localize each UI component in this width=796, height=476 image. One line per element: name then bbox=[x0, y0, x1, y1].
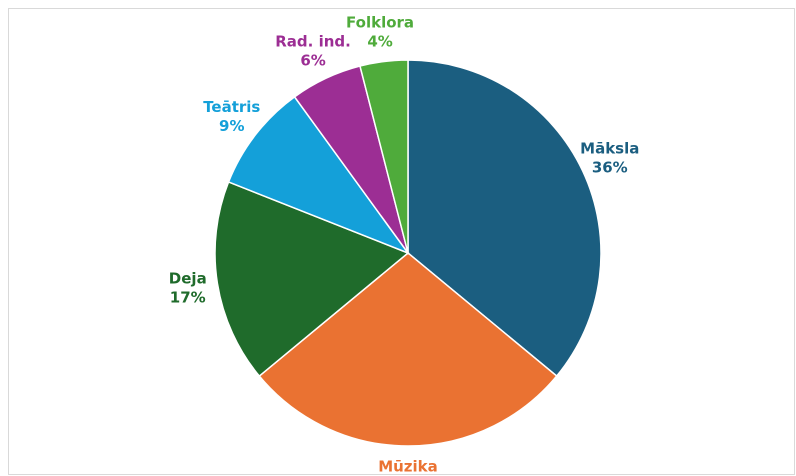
slice-value-label: 6% bbox=[300, 52, 325, 70]
pie-slice bbox=[227, 95, 411, 255]
pie-slice bbox=[407, 59, 602, 378]
slice-label: Folklora bbox=[346, 13, 414, 31]
slice-label: Mūzika bbox=[378, 458, 438, 476]
pie-slice bbox=[214, 180, 410, 378]
slice-label: Māksla bbox=[580, 140, 639, 158]
pie-slice bbox=[359, 59, 409, 254]
slice-value-label: 9% bbox=[219, 117, 244, 135]
slice-value-label: 17% bbox=[170, 288, 206, 306]
slice-label: Deja bbox=[169, 269, 207, 287]
slice-label: Teātris bbox=[203, 98, 260, 116]
slice-value-label: 4% bbox=[367, 32, 392, 50]
slice-label: Rad. ind. bbox=[275, 33, 351, 51]
slice-value-label: 36% bbox=[592, 159, 628, 177]
pie-slice bbox=[258, 252, 558, 447]
